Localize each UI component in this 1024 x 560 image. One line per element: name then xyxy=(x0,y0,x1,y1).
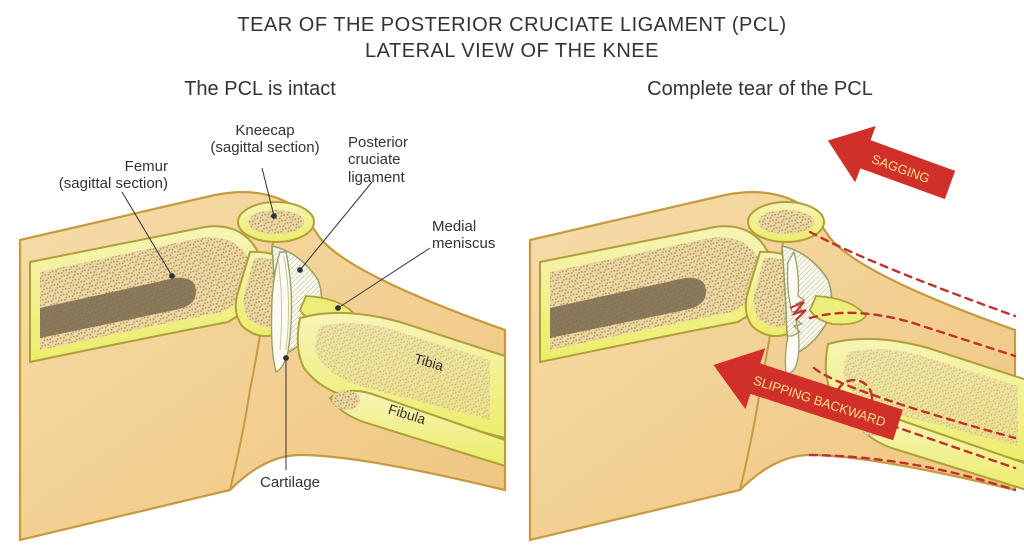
label-pcl: Posteriorcruciateligament xyxy=(348,134,448,186)
label-cartilage: Cartilage xyxy=(240,474,340,491)
diagram-canvas: TEAR OF THE POSTERIOR CRUCIATE LIGAMENT … xyxy=(0,0,1024,560)
label-kneecap: Kneecap(sagittal section) xyxy=(200,122,330,157)
label-meniscus: Medialmeniscus xyxy=(432,218,522,253)
label-femur: Femur(sagittal section) xyxy=(28,158,168,193)
anatomy-svg: SAGGING SLIPPING BACKWARD xyxy=(0,0,1024,560)
